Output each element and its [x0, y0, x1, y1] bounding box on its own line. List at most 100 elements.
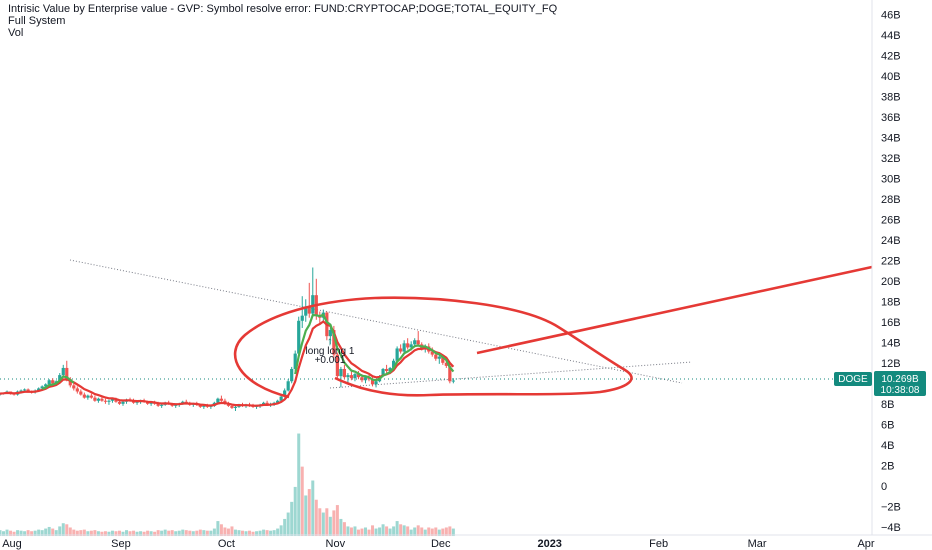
symbol-tag — [834, 372, 872, 386]
time-tick: Sep — [111, 538, 131, 550]
moving-average-green — [294, 313, 455, 382]
price-tick: 40B — [881, 71, 901, 83]
volume-bar — [51, 528, 55, 537]
volume-bar — [72, 529, 76, 537]
price-tick: 2B — [881, 460, 894, 472]
volume-bar — [170, 530, 174, 537]
candle — [339, 366, 343, 388]
candle — [51, 378, 55, 385]
volume-bar — [356, 529, 360, 537]
volume-bar — [202, 530, 206, 537]
volume-bar — [93, 530, 97, 537]
volume-bar — [272, 530, 276, 537]
volume-bar — [325, 508, 329, 537]
candle — [328, 326, 332, 345]
candle — [290, 366, 294, 384]
price-tick: 18B — [881, 296, 901, 308]
volume-bar — [353, 526, 357, 537]
time-tick: Apr — [857, 538, 874, 550]
time-tick: Feb — [649, 538, 668, 550]
volume-bar — [286, 512, 290, 537]
candle — [346, 373, 350, 384]
candle — [384, 364, 389, 374]
price-tick: 26B — [881, 214, 901, 226]
volume-bar — [381, 524, 385, 537]
candle — [300, 296, 304, 328]
volume-bar — [26, 530, 30, 537]
indicator-title: Intrisic Value by Enterprise value - GVP… — [8, 3, 558, 15]
volume-bar — [409, 529, 413, 537]
volume-bar — [216, 521, 220, 537]
candle — [86, 394, 90, 400]
volume-bar — [416, 525, 420, 537]
candle — [335, 352, 339, 380]
price-tick: 16B — [881, 317, 901, 329]
volume-bar — [367, 529, 371, 537]
volume-bar — [2, 531, 6, 537]
volume-bar — [167, 530, 171, 537]
price-tick: 28B — [881, 194, 901, 206]
last-price-value: 10.269B — [881, 374, 919, 385]
volume-bar — [335, 505, 339, 537]
candle — [406, 338, 410, 350]
volume-bar — [89, 530, 93, 537]
volume-bar — [448, 526, 452, 537]
candle — [79, 389, 83, 396]
volume-bar — [160, 530, 164, 537]
volume-bar — [9, 530, 13, 537]
volume-bar — [121, 531, 125, 537]
price-tick: 12B — [881, 358, 901, 370]
volume-bar — [188, 530, 192, 537]
volume-bar — [191, 531, 195, 537]
candle — [286, 379, 290, 392]
candle — [311, 267, 315, 317]
volume-bar — [283, 518, 287, 537]
volume-bar — [371, 525, 375, 537]
volume-bar — [181, 529, 185, 537]
volume-bar — [58, 526, 62, 537]
volume-bar — [114, 531, 118, 537]
price-tick: 14B — [881, 337, 901, 349]
volume-bar — [276, 528, 280, 537]
price-tick: 36B — [881, 112, 901, 124]
time-axis[interactable]: Aug Sep Oct Nov Dec 2023 Feb Mar Apr — [2, 538, 875, 550]
price-axis[interactable]: 46B 44B 42B 40B 38B 36B 34B 32B 30B 28B 26B 24B 22B 2… — [881, 9, 901, 533]
time-tick: Oct — [218, 538, 235, 550]
volume-bar — [388, 528, 392, 537]
price-tick: −2B — [881, 501, 901, 513]
drawn-line — [476, 265, 873, 355]
volume-bar — [107, 531, 111, 537]
last-price-tag — [874, 371, 926, 396]
volume-bar — [423, 529, 427, 537]
volume-bar — [23, 531, 27, 537]
volume-bar — [311, 480, 315, 537]
volume-bar — [223, 527, 227, 537]
volume-bar — [230, 526, 234, 537]
candle — [374, 380, 378, 388]
volume-bar — [237, 530, 241, 537]
price-tick: 24B — [881, 235, 901, 247]
candle — [89, 393, 93, 399]
volume-bar — [177, 530, 181, 537]
volume-bar — [413, 527, 417, 537]
time-tick: Nov — [326, 538, 346, 550]
candle — [103, 398, 108, 404]
volume-bar — [244, 531, 248, 537]
volume-bar — [374, 528, 378, 537]
moving-average-green-early — [41, 375, 75, 391]
volume-bar — [163, 529, 167, 537]
volume-bar — [132, 530, 136, 537]
candle — [93, 395, 97, 402]
volume-bar — [79, 530, 83, 537]
time-tick: Aug — [2, 538, 22, 550]
volume-bar — [184, 530, 188, 537]
volume-bar — [321, 512, 325, 537]
volume-bar — [437, 529, 441, 537]
signal-value: +0.001 — [315, 355, 346, 366]
volume-bar — [427, 527, 431, 537]
volume-bar — [37, 529, 41, 537]
volume-bar — [40, 530, 44, 537]
moving-averages — [0, 313, 455, 407]
volume-bar — [195, 530, 199, 537]
